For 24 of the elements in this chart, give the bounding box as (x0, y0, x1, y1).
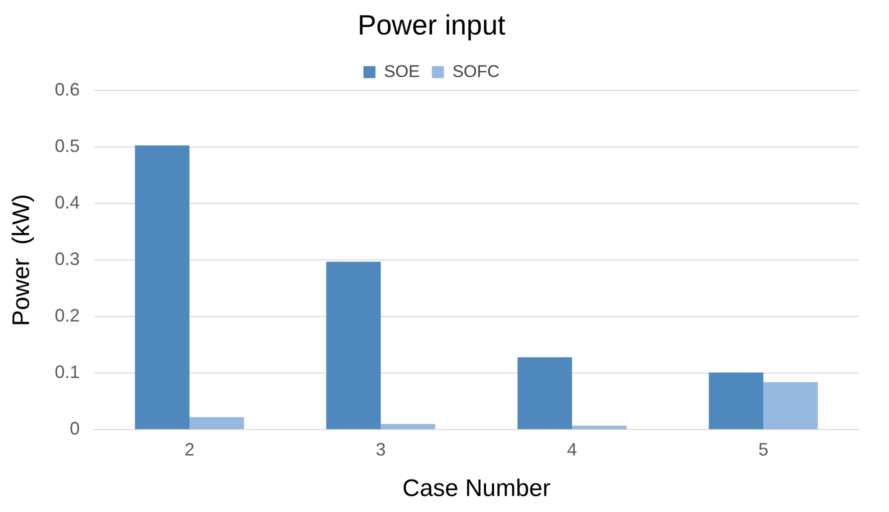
legend-label: SOFC (452, 62, 500, 81)
y-tick-label: 0.4 (54, 192, 80, 213)
y-tick-label: 0.5 (54, 136, 80, 156)
legend-label: SOE (384, 62, 420, 81)
bar (134, 145, 190, 430)
y-tick-label: 0.3 (54, 249, 80, 270)
bar (763, 382, 818, 430)
x-tick-label: 5 (758, 439, 768, 460)
bar (380, 424, 436, 430)
bar (572, 426, 627, 430)
y-tick-label: 0.2 (54, 306, 80, 326)
x-tick-label: 3 (376, 439, 386, 460)
y-tick-label: 0.1 (54, 362, 80, 382)
bar (708, 372, 764, 430)
x-tick-label: 4 (567, 439, 578, 460)
bar (326, 262, 381, 430)
chart-title: Power input (358, 10, 506, 41)
x-axis-title: Case Number (402, 475, 550, 502)
x-tick-label: 2 (184, 439, 194, 460)
bar (518, 357, 572, 430)
y-tick-label: 0.6 (54, 80, 80, 100)
bar (189, 417, 244, 430)
y-tick-label: 0 (70, 418, 80, 439)
y-axis-title: Power (kW) (8, 194, 36, 326)
